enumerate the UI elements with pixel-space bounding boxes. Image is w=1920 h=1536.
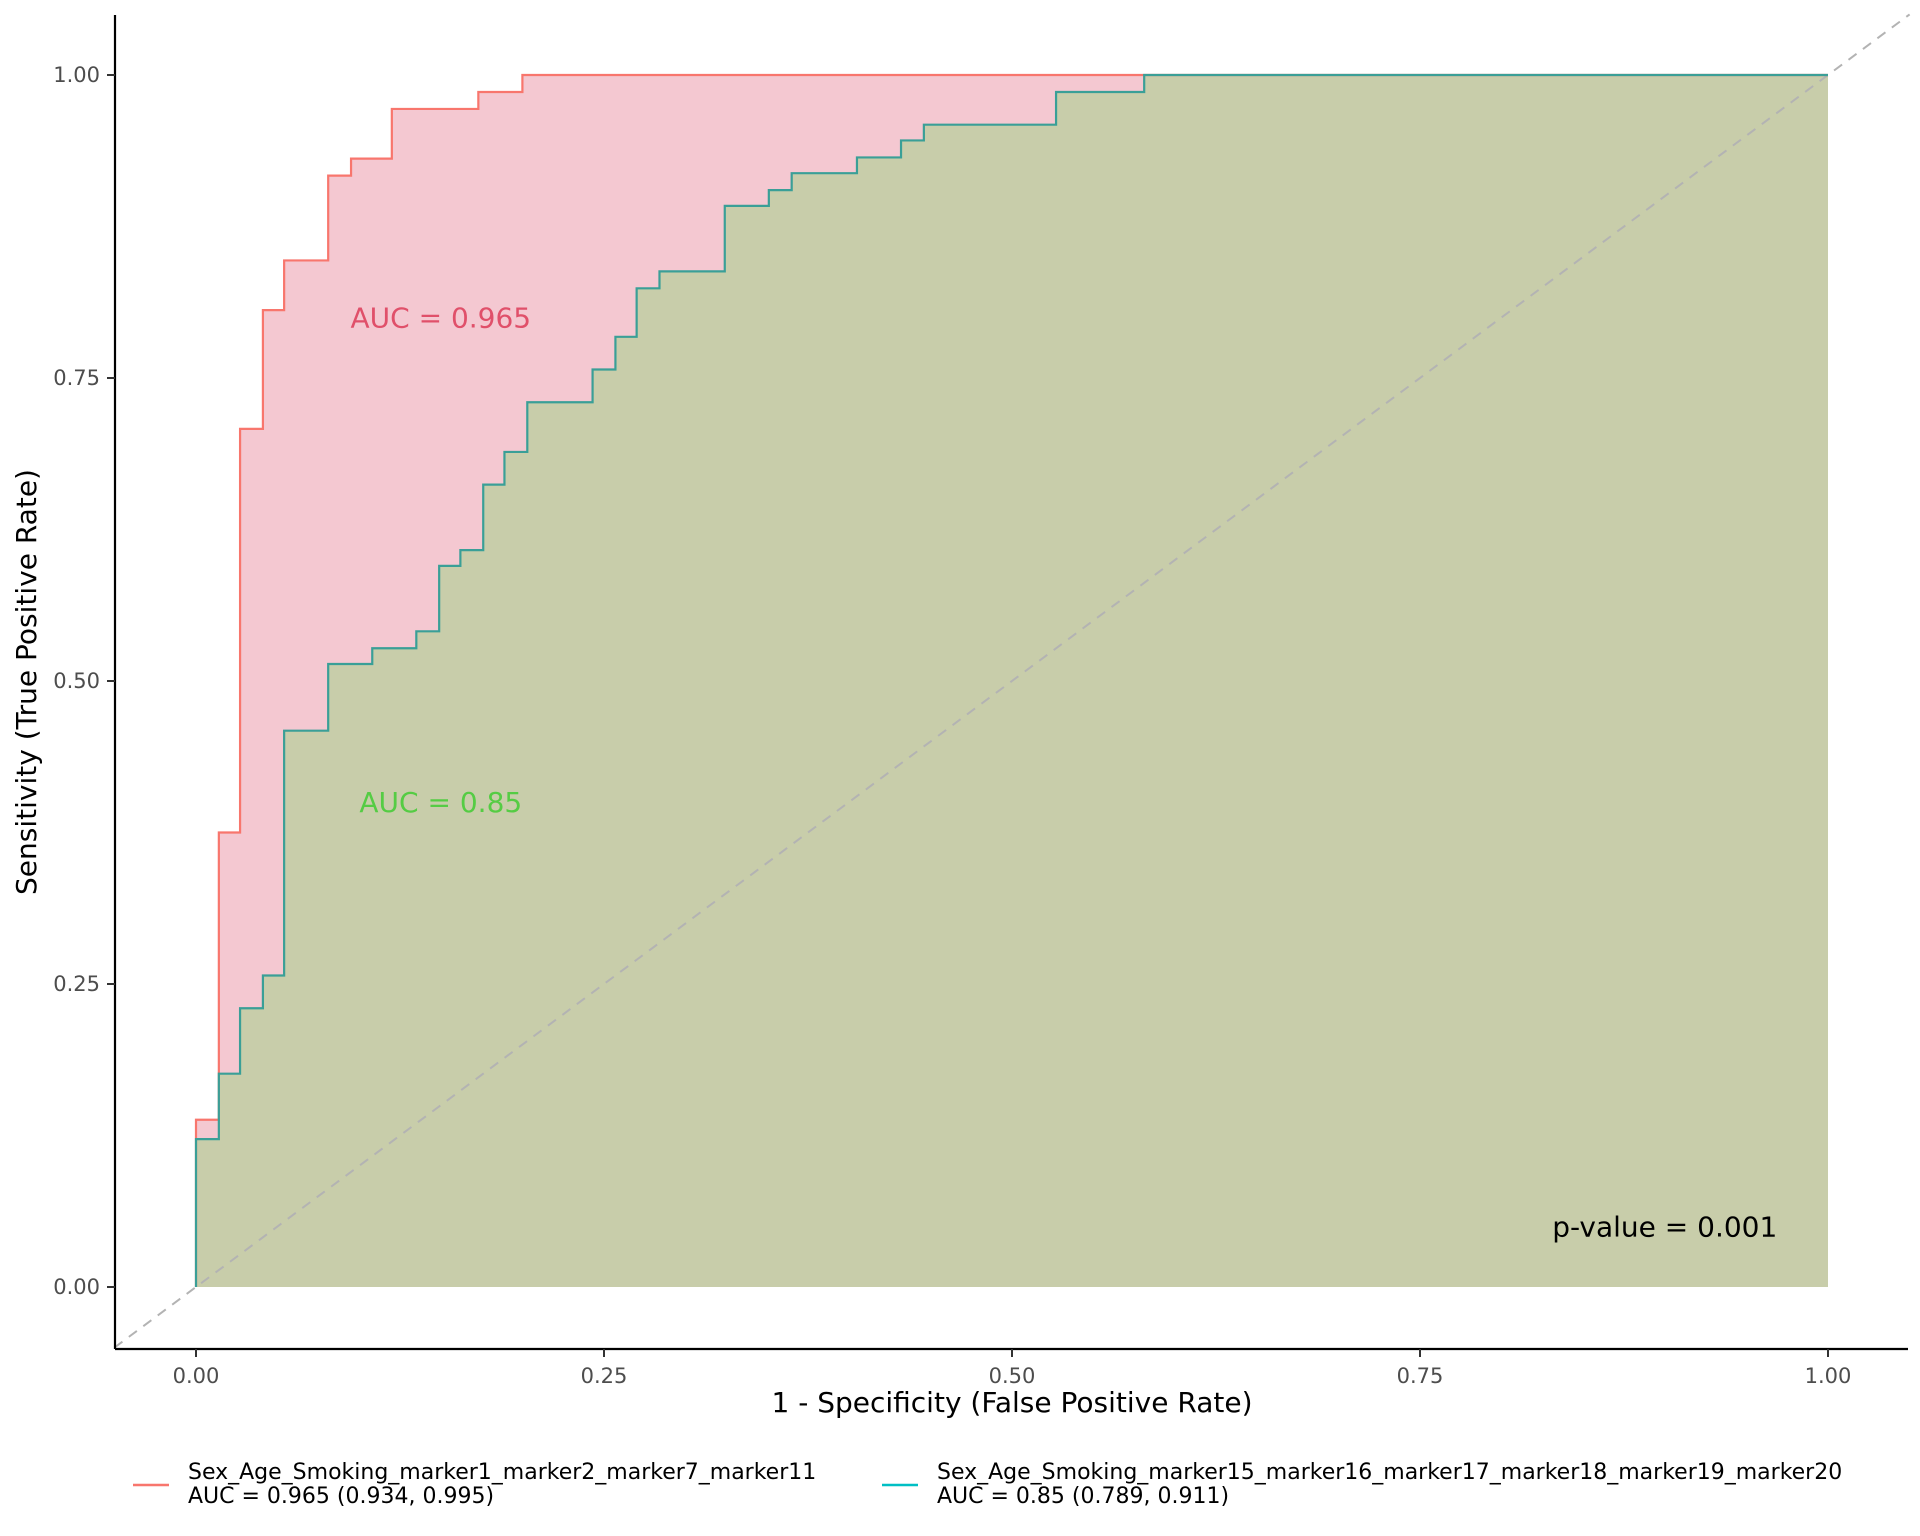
x-tick-label: 0.00: [173, 1364, 220, 1388]
p-value-annotation: p-value = 0.001: [1552, 1210, 1777, 1243]
y-tick-label: 0.75: [53, 366, 100, 390]
y-tick-label: 0.00: [53, 1275, 100, 1299]
auc-labels: AUC = 0.965 AUC = 0.85 p-value = 0.001: [350, 301, 1777, 1243]
x-tick-label: 0.25: [581, 1364, 628, 1388]
x-tick-label: 1.00: [1805, 1364, 1852, 1388]
x-tick-label: 0.50: [989, 1364, 1036, 1388]
y-tick-label: 1.00: [53, 63, 100, 87]
x-ticks: 0.00 0.25 0.50 0.75 1.00: [173, 1349, 1852, 1388]
reference-diagonal: [113, 13, 1911, 1349]
roc-curve-series-2: [194, 73, 1828, 1287]
reference-diagonal-line: [113, 13, 1911, 1349]
y-ticks: 0.00 0.25 0.50 0.75 1.00: [53, 63, 115, 1299]
legend-auc-series-1: AUC = 0.965 (0.934, 0.995): [188, 1484, 494, 1509]
x-axis-label: 1 - Specificity (False Positive Rate): [771, 1386, 1252, 1419]
y-tick-label: 0.25: [53, 972, 100, 996]
legend-label-series-1: Sex_Age_Smoking_marker1_marker2_marker7_…: [188, 1460, 816, 1485]
x-tick-label: 0.75: [1397, 1364, 1444, 1388]
legend-label-series-2: Sex_Age_Smoking_marker15_marker16_marker…: [937, 1460, 1842, 1485]
y-axis-label: Sensitivity (True Positive Rate): [10, 469, 43, 895]
legend: Sex_Age_Smoking_marker1_marker2_marker7_…: [133, 1460, 1842, 1509]
y-tick-label: 0.50: [53, 669, 100, 693]
auc-label-series-1: AUC = 0.965: [350, 301, 531, 334]
auc-label-series-2: AUC = 0.85: [359, 786, 522, 819]
roc-curves: [194, 73, 1828, 1287]
roc-curve-series-1: [194, 73, 1828, 1287]
legend-auc-series-2: AUC = 0.85 (0.789, 0.911): [937, 1484, 1229, 1509]
